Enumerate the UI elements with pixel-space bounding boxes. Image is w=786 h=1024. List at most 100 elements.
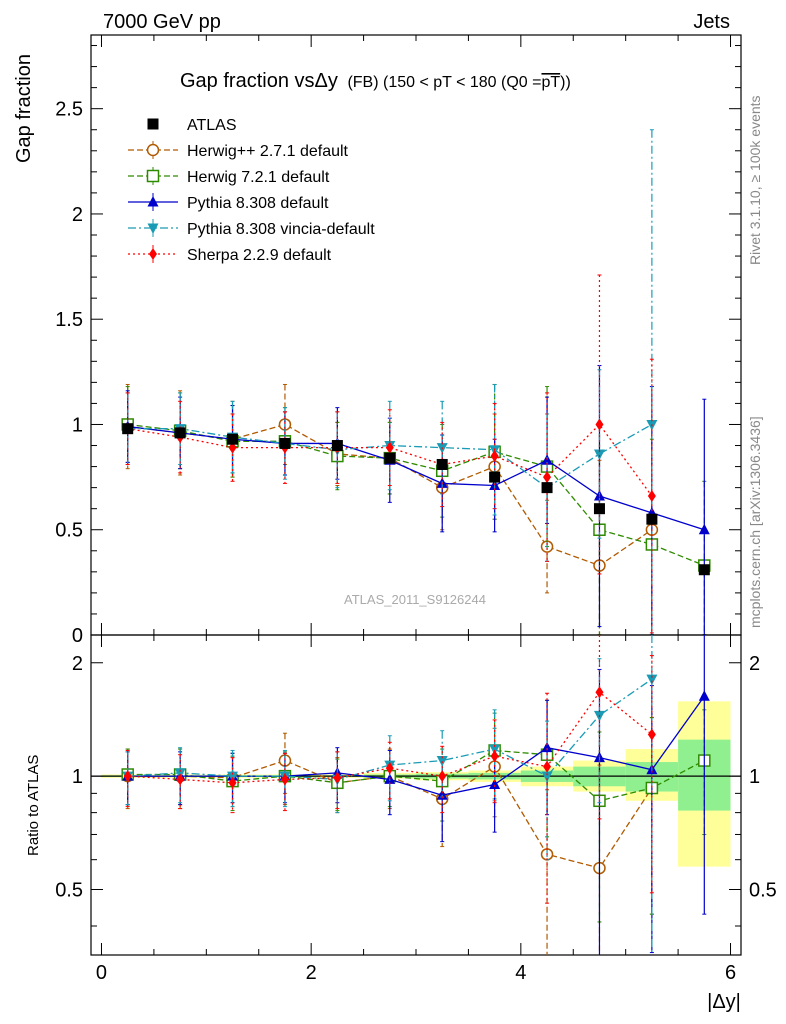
y-tick-label-left: 1 — [72, 766, 83, 788]
series-pythia-8-308-vincia-default — [122, 635, 658, 955]
data-point — [698, 690, 710, 701]
legend-item: Herwig 7.2.1 default — [128, 167, 330, 186]
title-sub: (FB) (150 < pT < 180 (Q0 = — [347, 74, 541, 91]
series-herwig-7-2-1-default — [121, 699, 711, 923]
series-line — [127, 749, 705, 802]
data-point — [541, 741, 553, 753]
legend-label: Pythia 8.308 vincia-default — [187, 221, 375, 238]
series-line — [127, 423, 705, 567]
main-ylabel: Gap fraction — [13, 54, 35, 163]
legend-label: Herwig 7.2.1 default — [187, 169, 330, 186]
data-point — [228, 776, 237, 789]
data-point — [490, 750, 499, 763]
series-atlas — [122, 423, 710, 576]
legend-item: Herwig++ 2.7.1 default — [128, 141, 349, 160]
ratio-panel: 0.5 0.5 1 1 2 2 0 2 4 6 — [55, 634, 777, 984]
series-line — [127, 425, 705, 531]
main-title: Gap fraction vsΔy (FB) (150 < pT < 180 (… — [180, 70, 571, 92]
y-tick-label: 1 — [72, 414, 83, 436]
legend-label: Pythia 8.308 default — [187, 195, 329, 212]
legend-marker — [147, 118, 159, 130]
x-tick-label: 2 — [306, 962, 317, 984]
data-point — [436, 458, 448, 470]
data-point — [490, 450, 499, 463]
data-point — [646, 513, 658, 525]
ratio-ylabel: Ratio to ATLAS — [25, 755, 42, 856]
data-point — [123, 770, 132, 783]
title-end: )) — [560, 74, 571, 91]
data-point — [543, 471, 552, 484]
rivet-label: Rivet 3.1.10, ≥ 100k events — [747, 95, 763, 265]
title-main: Gap fraction vsΔy — [180, 70, 338, 92]
data-point — [333, 771, 342, 784]
y-tick-label: 2 — [72, 204, 83, 226]
y-tick-label-right: 1 — [749, 766, 760, 788]
data-point — [646, 674, 658, 686]
data-point — [541, 771, 553, 783]
data-point — [279, 437, 291, 449]
legend-marker — [147, 223, 159, 234]
title-overline: pT — [541, 74, 560, 91]
y-tick-label-left: 0.5 — [55, 879, 83, 901]
svg-text:Gap fraction vsΔy (FB) (: Gap fraction vsΔy (FB) (150 < pT < 180 (… — [180, 70, 571, 92]
legend-item: Pythia 8.308 vincia-default — [128, 219, 375, 238]
data-point — [122, 423, 134, 435]
data-point — [647, 490, 656, 503]
legend-item: Sherpa 2.2.9 default — [128, 245, 332, 264]
data-point — [176, 773, 185, 786]
legend-label: Sherpa 2.2.9 default — [187, 247, 332, 264]
y-tick-label: 0.5 — [55, 520, 83, 542]
legend-label: Herwig++ 2.7.1 default — [187, 143, 349, 160]
data-point — [436, 756, 448, 767]
energy-label: 7000 GeV pp — [103, 11, 221, 33]
data-point — [593, 503, 605, 515]
data-point — [331, 440, 343, 452]
y-tick-label: 1.5 — [55, 309, 83, 331]
x-tick-label: 0 — [96, 962, 107, 984]
data-point — [698, 523, 710, 535]
data-point — [595, 686, 604, 699]
data-point — [647, 728, 656, 741]
y-tick-label-left: 2 — [72, 653, 83, 675]
analysis-label: ATLAS_2011_S9126244 — [344, 592, 486, 607]
data-point — [385, 441, 394, 454]
source-label: mcplots.cern.ch [arXiv:1306.3436] — [747, 416, 763, 628]
series-line — [127, 678, 653, 781]
series-line — [127, 691, 653, 784]
x-tick-label: 4 — [515, 962, 526, 984]
legend-marker — [147, 196, 159, 207]
xlabel: |Δy| — [707, 991, 741, 1013]
data-point — [595, 418, 604, 431]
legend-marker — [146, 169, 160, 183]
data-point — [174, 427, 186, 439]
series-sherpa-2-2-9-default — [123, 635, 656, 904]
data-point — [543, 760, 552, 773]
data-point — [489, 471, 501, 483]
main-panel: 0 0.5 1 1.5 2 2.5 — [55, 34, 742, 647]
process-label: Jets — [693, 11, 730, 33]
legend: ATLAS Herwig++ 2.7.1 default Herwig 7.2.1 … — [128, 117, 375, 264]
y-tick-label: 2.5 — [55, 99, 83, 121]
y-tick-label-right: 2 — [749, 653, 760, 675]
data-point — [385, 762, 394, 775]
series-line — [127, 759, 653, 869]
legend-item: ATLAS — [147, 117, 237, 134]
y-tick-label: 0 — [72, 625, 83, 647]
data-point — [593, 449, 605, 460]
legend-label: ATLAS — [187, 117, 237, 134]
data-point — [384, 452, 396, 464]
legend-item: Pythia 8.308 default — [128, 193, 329, 212]
data-point — [698, 564, 710, 576]
legend-marker — [149, 248, 157, 260]
y-tick-label-right: 0.5 — [749, 879, 777, 901]
data-point — [438, 770, 447, 783]
x-tick-label: 6 — [725, 962, 736, 984]
legend-marker — [146, 143, 160, 157]
data-point — [489, 778, 501, 790]
data-point — [280, 773, 289, 786]
data-point — [489, 744, 501, 756]
data-point — [541, 482, 553, 494]
data-point — [436, 789, 448, 800]
data-point — [227, 433, 239, 445]
